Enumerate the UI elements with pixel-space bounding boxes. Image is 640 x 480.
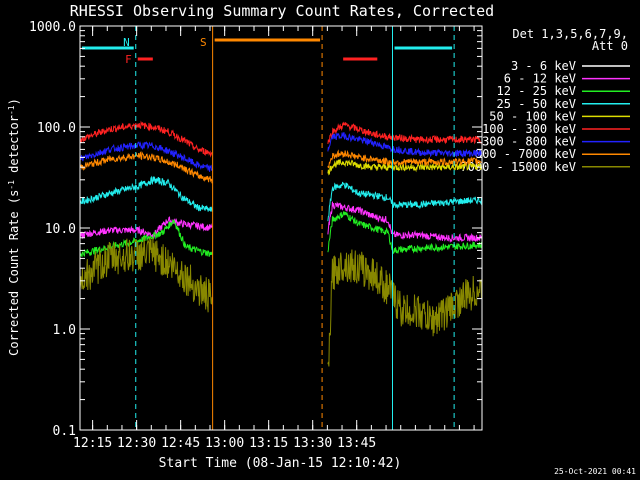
plot-frame [79,25,483,431]
series-line-100-300-kev-0 [79,120,213,158]
series-25-50-kev [79,175,483,222]
x-tick-label: 13:15 [249,436,288,451]
legend-label-800-7000-kev: 800 - 7000 keV [475,147,576,161]
series-line-7000-15000-kev-1 [327,249,483,367]
series-line-800-7000-kev-0 [79,150,213,184]
series-12-25-kev [79,211,483,257]
x-tick-label: 12:15 [73,436,112,451]
x-axis-label: Start Time (08-Jan-15 12:10:42) [159,456,402,471]
x-tick-label: 12:45 [161,436,200,451]
legend-label-3-6-kev: 3 - 6 keV [511,59,576,73]
series-100-300-kev [79,120,483,158]
series-line-50-100-kev-1 [327,158,483,176]
x-tick-label: 13:45 [337,436,376,451]
legend-header-att: Att 0 [592,39,628,53]
legend-header: Det 1,3,5,6,7,9, [512,27,628,41]
legend-label-100-300-kev: 100 - 300 keV [482,122,576,136]
series-line-300-800-kev-0 [79,140,213,172]
legend-label-300-800-kev: 300 - 800 keV [482,135,576,149]
series-line-800-7000-kev-1 [327,149,483,169]
series-line-6-12-kev-1 [327,201,483,244]
series-line-300-800-kev-1 [327,132,483,158]
series-800-7000-kev [79,149,483,184]
series-7000-15000-kev [79,237,483,367]
y-tick-label: 100.0 [37,121,76,136]
marker-label-n: N [123,36,130,49]
series-line-25-50-kev-0 [79,175,213,212]
x-tick-label: 13:30 [293,436,332,451]
series-line-100-300-kev-1 [327,121,483,145]
series-6-12-kev [79,201,483,244]
marker-label-s: S [200,36,207,49]
data-layer: N S F [79,26,483,430]
legend-label-6-12-kev: 6 - 12 keV [504,72,576,86]
legend-label-7000-15000-kev: 7000 - 15000 keV [460,160,576,174]
status-label-f: F [125,53,132,66]
series-line-12-25-kev-0 [79,219,213,257]
series-50-100-kev [327,158,483,176]
series-line-3-6-kev-1 [327,163,483,286]
series-300-800-kev [79,132,483,172]
timestamp: 25-Oct-2021 00:41 [554,467,636,476]
y-tick-label: 1.0 [53,323,76,338]
axes: 0.1 1.0 10.0 100.0 1000.0 12:15 12:30 12:45 13:0… [29,20,483,451]
series-line-12-25-kev-1 [327,211,483,254]
x-tick-label: 13:00 [205,436,244,451]
chart-title: RHESSI Observing Summary Count Rates, Co… [70,2,494,20]
y-tick-label: 1000.0 [29,20,76,35]
y-tick-label: 0.1 [53,424,76,439]
legend-label-25-50-kev: 25 - 50 keV [497,97,576,111]
x-tick-label: 12:30 [117,436,156,451]
series-line-25-50-kev-1 [327,181,483,222]
legend-label-12-25-kev: 12 - 25 keV [497,84,576,98]
y-axis-label: Corrected Count Rate (s-1 detector-1) [7,98,21,356]
legend-label-50-100-kev: 50 - 100 keV [489,109,576,123]
y-tick-label: 10.0 [45,222,76,237]
series-line-6-12-kev-0 [79,216,213,240]
series-line-7000-15000-kev-0 [79,237,213,313]
